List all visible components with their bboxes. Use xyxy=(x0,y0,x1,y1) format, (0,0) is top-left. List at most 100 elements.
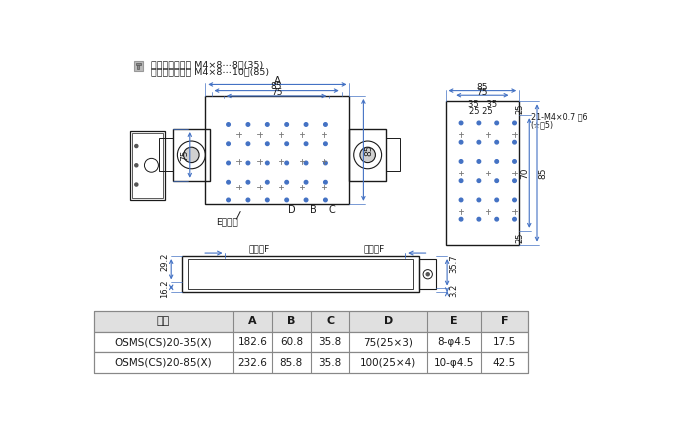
Circle shape xyxy=(304,161,308,165)
Bar xyxy=(205,96,349,204)
Circle shape xyxy=(285,181,288,184)
Circle shape xyxy=(135,144,138,148)
Circle shape xyxy=(512,121,517,125)
Text: A: A xyxy=(248,316,257,326)
Circle shape xyxy=(477,140,481,144)
Text: (☆深5): (☆深5) xyxy=(531,120,554,129)
Circle shape xyxy=(477,121,481,125)
Text: F: F xyxy=(500,316,508,326)
Circle shape xyxy=(459,121,463,125)
Circle shape xyxy=(477,179,481,182)
Circle shape xyxy=(246,161,250,165)
Bar xyxy=(137,65,139,69)
Circle shape xyxy=(304,123,308,126)
Circle shape xyxy=(360,147,375,163)
Text: 16.2: 16.2 xyxy=(160,279,169,298)
Text: 21-M4×0.7 深6: 21-M4×0.7 深6 xyxy=(531,112,587,121)
Circle shape xyxy=(246,123,250,126)
Text: 85.8: 85.8 xyxy=(280,358,303,368)
Bar xyxy=(94,311,528,332)
Text: 移動量F: 移動量F xyxy=(363,245,385,254)
Circle shape xyxy=(285,142,288,146)
Bar xyxy=(386,138,400,172)
Circle shape xyxy=(183,147,199,163)
Circle shape xyxy=(495,160,498,163)
Bar xyxy=(132,133,162,198)
Text: 85: 85 xyxy=(539,167,547,179)
Circle shape xyxy=(246,181,250,184)
Text: 35.7: 35.7 xyxy=(449,254,458,273)
Circle shape xyxy=(304,142,308,146)
Text: 60.8: 60.8 xyxy=(280,337,303,347)
Circle shape xyxy=(323,123,327,126)
Text: 25: 25 xyxy=(515,232,524,243)
Text: B: B xyxy=(287,316,295,326)
Circle shape xyxy=(495,198,498,202)
Circle shape xyxy=(135,164,138,167)
Circle shape xyxy=(477,160,481,163)
Text: 85: 85 xyxy=(477,83,488,92)
Text: 85: 85 xyxy=(364,144,373,156)
Circle shape xyxy=(495,217,498,221)
Text: 六角穴付ボルト M4×8⋯10本(85): 六角穴付ボルト M4×8⋯10本(85) xyxy=(151,67,270,76)
Text: 232.6: 232.6 xyxy=(237,358,267,368)
Bar xyxy=(419,259,436,289)
Text: A: A xyxy=(274,76,281,86)
Circle shape xyxy=(477,217,481,221)
Circle shape xyxy=(227,181,230,184)
Bar xyxy=(130,131,165,200)
Circle shape xyxy=(227,123,230,126)
Bar xyxy=(446,101,519,245)
Circle shape xyxy=(512,198,517,202)
Circle shape xyxy=(304,181,308,184)
Circle shape xyxy=(227,142,230,146)
Text: OSMS(CS)20-85(X): OSMS(CS)20-85(X) xyxy=(115,358,212,368)
Circle shape xyxy=(459,217,463,221)
Circle shape xyxy=(227,161,230,165)
Bar xyxy=(173,129,210,181)
Circle shape xyxy=(265,181,269,184)
Bar xyxy=(94,332,528,352)
Circle shape xyxy=(246,142,250,146)
Text: 182.6: 182.6 xyxy=(237,337,267,347)
Circle shape xyxy=(495,179,498,182)
Text: 35.8: 35.8 xyxy=(318,358,342,368)
Text: C: C xyxy=(328,205,335,215)
Text: 17.5: 17.5 xyxy=(493,337,516,347)
Text: 100(25×4): 100(25×4) xyxy=(360,358,416,368)
Circle shape xyxy=(285,161,288,165)
Circle shape xyxy=(477,198,481,202)
Circle shape xyxy=(323,142,327,146)
Circle shape xyxy=(265,123,269,126)
Circle shape xyxy=(285,123,288,126)
Circle shape xyxy=(265,161,269,165)
Text: D: D xyxy=(384,316,393,326)
Text: E: E xyxy=(450,316,458,326)
Text: 42.5: 42.5 xyxy=(493,358,516,368)
Circle shape xyxy=(323,198,327,202)
Circle shape xyxy=(135,183,138,186)
Text: 25 25: 25 25 xyxy=(469,107,493,116)
Bar xyxy=(134,61,143,71)
Bar xyxy=(94,352,528,373)
Circle shape xyxy=(512,217,517,221)
Bar xyxy=(182,256,419,292)
Text: 8-φ4.5: 8-φ4.5 xyxy=(437,337,471,347)
Circle shape xyxy=(459,160,463,163)
Circle shape xyxy=(512,179,517,182)
Circle shape xyxy=(459,198,463,202)
Text: OSMS(CS)20-35(X): OSMS(CS)20-35(X) xyxy=(115,337,212,347)
Text: 25: 25 xyxy=(515,103,524,114)
Text: 75: 75 xyxy=(477,88,488,97)
Text: 75: 75 xyxy=(271,88,282,97)
Circle shape xyxy=(459,179,463,182)
Text: 75(25×3): 75(25×3) xyxy=(363,337,413,347)
Circle shape xyxy=(323,161,327,165)
Circle shape xyxy=(227,198,230,202)
Bar xyxy=(136,63,141,65)
Text: 85: 85 xyxy=(271,82,282,91)
Bar xyxy=(159,138,173,172)
Text: 品番: 品番 xyxy=(157,316,170,326)
Circle shape xyxy=(285,198,288,202)
Circle shape xyxy=(512,140,517,144)
